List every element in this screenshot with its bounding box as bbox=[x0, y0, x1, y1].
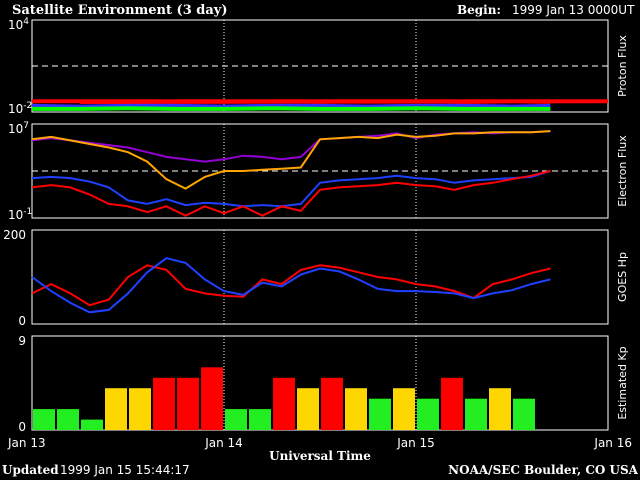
y-tick-label: 10-2 bbox=[8, 101, 32, 116]
series-electron-red bbox=[31, 170, 551, 217]
kp-bar bbox=[201, 367, 223, 430]
y-axis-label-estimated_kp: Estimated Kp bbox=[616, 346, 629, 419]
x-tick-label: Jan 13 bbox=[7, 436, 46, 450]
y-axis-label-electron: Electron Flux bbox=[616, 135, 629, 207]
y-tick-label: 104 bbox=[8, 17, 29, 32]
y-tick-label: 200 bbox=[3, 228, 26, 242]
kp-bar bbox=[81, 419, 103, 430]
kp-bar bbox=[465, 398, 487, 430]
panel-frame-estimated_kp bbox=[31, 335, 609, 431]
series-proton-p1 bbox=[32, 99, 609, 105]
credit-text: NOAA/SEC Boulder, CO USA bbox=[448, 463, 639, 477]
kp-bar bbox=[417, 398, 439, 430]
kp-bar bbox=[345, 388, 367, 430]
kp-bar bbox=[273, 377, 295, 430]
series-goes_hp-red bbox=[31, 264, 551, 307]
panel-frame-proton bbox=[31, 19, 609, 113]
y-axis-label-goes_hp: GOES Hp bbox=[616, 252, 629, 302]
y-tick-label: 0 bbox=[18, 314, 26, 328]
kp-bar bbox=[297, 388, 319, 430]
kp-bar bbox=[129, 388, 151, 430]
panel-electron: 107 10-1 Electron Flux bbox=[8, 121, 629, 222]
y-tick-label: 9 bbox=[18, 334, 26, 348]
panel-proton: 104 10-2 Proton Flux bbox=[8, 17, 629, 116]
x-axis-label: Universal Time bbox=[269, 449, 371, 463]
panel-estimated_kp: 9 0 Estimated Kp bbox=[18, 334, 629, 434]
series-electron-orange bbox=[31, 130, 551, 190]
kp-bar bbox=[369, 398, 391, 430]
panel-frame-goes_hp bbox=[31, 229, 609, 325]
kp-bar bbox=[105, 388, 127, 430]
x-tick-label: Jan 15 bbox=[396, 436, 435, 450]
kp-bar bbox=[489, 388, 511, 430]
kp-bar bbox=[57, 409, 79, 430]
y-axis-label-proton: Proton Flux bbox=[616, 35, 629, 97]
begin-label: Begin: bbox=[457, 3, 501, 17]
kp-bar bbox=[153, 377, 175, 430]
y-tick-label: 107 bbox=[8, 121, 29, 136]
kp-bar bbox=[321, 377, 343, 430]
y-tick-label: 0 bbox=[18, 420, 26, 434]
page-title: Satellite Environment (3 day) bbox=[12, 3, 227, 18]
series-proton-p2 bbox=[31, 103, 551, 109]
x-axis: Jan 13 Jan 14 Jan 15 Jan 16 bbox=[7, 436, 632, 450]
series-proton-p3 bbox=[32, 106, 551, 111]
x-tick-label: Jan 16 bbox=[593, 436, 632, 450]
y-tick-label: 10-1 bbox=[8, 207, 32, 222]
kp-bar bbox=[513, 398, 535, 430]
panel-goes_hp: 200 0 GOES Hp bbox=[3, 228, 629, 328]
kp-bar bbox=[33, 409, 55, 430]
panel-frame-electron bbox=[31, 123, 609, 219]
series-goes_hp-blue bbox=[31, 257, 551, 314]
x-tick-label: Jan 14 bbox=[204, 436, 243, 450]
chart-panels: 104 10-2 Proton Flux 107 10-1 Electron Flux 20… bbox=[3, 17, 629, 434]
begin-value: 1999 Jan 13 0000UT bbox=[512, 3, 635, 17]
kp-bar bbox=[249, 409, 271, 430]
kp-bar bbox=[393, 388, 415, 430]
series-electron-blue bbox=[31, 170, 551, 208]
kp-bar bbox=[225, 409, 247, 430]
kp-bar bbox=[177, 377, 199, 430]
series-electron-purple bbox=[31, 130, 551, 163]
kp-bar bbox=[441, 377, 463, 430]
updated-label: Updated bbox=[2, 463, 59, 477]
updated-value: 1999 Jan 15 15:44:17 bbox=[60, 463, 190, 477]
